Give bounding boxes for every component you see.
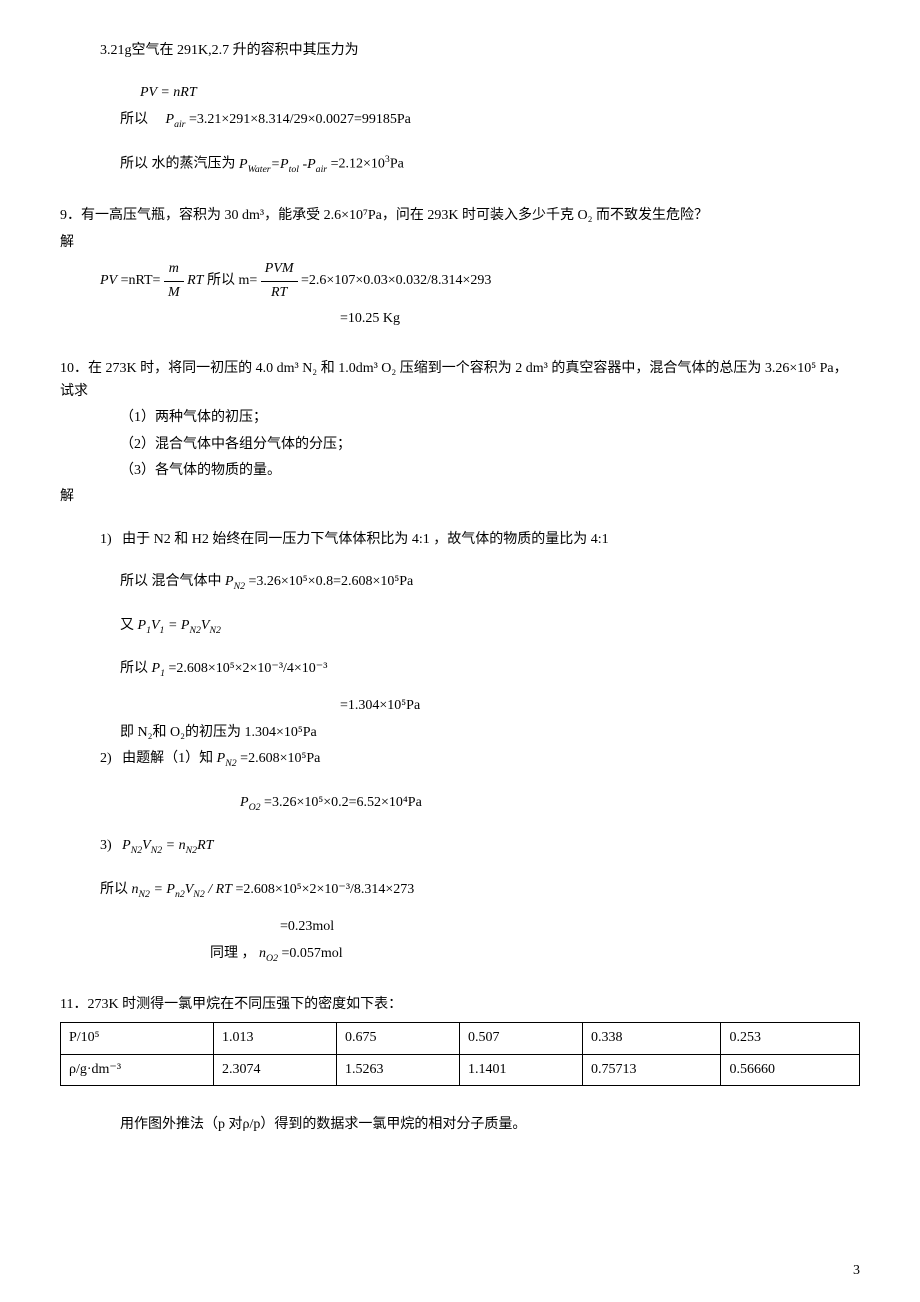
q9-result: =10.25 Kg <box>340 308 860 330</box>
unit: Pa <box>390 157 404 172</box>
table-cell: 0.507 <box>459 1023 582 1054</box>
q10-s1-mix: 所以 混合气体中 PN2 =3.26×10⁵×0.8=2.608×10⁵Pa <box>120 571 860 594</box>
table-cell: ρ/g·dm⁻³ <box>61 1054 214 1085</box>
table-cell: 0.253 <box>721 1023 860 1054</box>
eq-formula: P1V1 = PN2VN2 <box>138 618 221 633</box>
step-text: 由于 N2 和 H2 始终在同一压力下气体体积比为 4:1 ，故气体的物质的量比… <box>122 532 609 547</box>
q11-instruction: 用作图外推法（p 对ρ/p）得到的数据求一氯甲烷的相对分子质量。 <box>120 1114 860 1136</box>
density-table: P/10⁵ 1.013 0.675 0.507 0.338 0.253 ρ/g·… <box>60 1022 860 1086</box>
calc: =3.26×10⁵×0.2=6.52×10⁴Pa <box>264 795 422 810</box>
q10-s2-po2: PO2 =3.26×10⁵×0.2=6.52×10⁴Pa <box>240 792 860 815</box>
rt: RT <box>187 273 203 288</box>
q10-s1-conclusion: 即 N₂和 O₂的初压为 1.304×10⁵Pa <box>120 722 860 744</box>
q10-s1-p1: 所以 P1 =2.608×10⁵×2×10⁻³/4×10⁻³ <box>120 658 860 681</box>
solve-label: 解 <box>60 232 860 254</box>
line-water-vapor: 所以 水的蒸汽压为 PWater=Ptol -Pair =2.12×103Pa <box>120 152 860 177</box>
q10-s3-no2: 同理 ， nO2 =0.057mol <box>210 943 860 966</box>
formula-text: PV = nRT <box>140 85 197 100</box>
step-num: 3) <box>100 838 112 853</box>
prefix: 所以 <box>100 882 132 897</box>
pv-var: PV <box>100 273 117 288</box>
q10-sub3: （3）各气体的物质的量。 <box>120 460 860 482</box>
table-cell: 2.3074 <box>213 1054 336 1085</box>
step-num: 2) <box>100 751 112 766</box>
table-cell: 0.675 <box>336 1023 459 1054</box>
prefix: 所以 混合气体中 <box>120 574 225 589</box>
q10-step2: 2) 由题解（1）知 PN2 =2.608×10⁵Pa <box>100 748 860 771</box>
calc: =2.12×10 <box>331 157 385 172</box>
no2-var: nO2 <box>259 946 278 961</box>
step-num: 1) <box>100 532 112 547</box>
calc: =2.608×10⁵×2×10⁻³/8.314×273 <box>235 882 414 897</box>
prefix: 所以 水的蒸汽压为 <box>120 157 236 172</box>
page-number: 3 <box>853 1260 860 1282</box>
solve-label: 解 <box>60 486 860 508</box>
table-cell: P/10⁵ <box>61 1023 214 1054</box>
table-cell: 1.1401 <box>459 1054 582 1085</box>
intro-line: 3.21g空气在 291K,2.7 升的容积中其压力为 <box>100 40 860 62</box>
table-row: P/10⁵ 1.013 0.675 0.507 0.338 0.253 <box>61 1023 860 1054</box>
calc: =2.608×10⁵Pa <box>240 751 320 766</box>
p-air-var: Pair <box>166 112 186 127</box>
prefix: 所以 <box>120 112 148 127</box>
p-n2-var: PN2 <box>217 751 237 766</box>
formula-pv-nrt: PV = nRT <box>140 82 860 104</box>
p1-var: P1 <box>152 661 165 676</box>
prefix: 又 <box>120 618 138 633</box>
question-10: 10．在 273K 时，将同一初压的 4.0 dm³ N₂ 和 1.0dm³ O… <box>60 358 860 403</box>
p-water-var: PWater=Ptol -Pair <box>239 157 327 172</box>
line-pair: 所以 Pair =3.21×291×8.314/29×0.0027=99185P… <box>120 109 860 132</box>
calc: =2.608×10⁵×2×10⁻³/4×10⁻³ <box>168 661 327 676</box>
q10-s1-result: =1.304×10⁵Pa <box>340 695 860 717</box>
frac-pvm-rt: PVMRT <box>261 258 298 304</box>
prefix: 由题解（1）知 <box>122 751 217 766</box>
q10-step3: 3) PN2VN2 = nN2RT <box>100 835 860 858</box>
calc: =0.057mol <box>281 946 342 961</box>
eq: =nRT= <box>117 273 160 288</box>
mid: 所以 m= <box>207 273 257 288</box>
q10-s1-eq: 又 P1V1 = PN2VN2 <box>120 615 860 638</box>
eq-formula: PN2VN2 = nN2RT <box>122 838 213 853</box>
table-cell: 0.75713 <box>582 1054 721 1085</box>
nn2-formula: nN2 = Pn2VN2 / RT <box>132 882 232 897</box>
q10-s3-nN2: 所以 nN2 = Pn2VN2 / RT =2.608×10⁵×2×10⁻³/8… <box>100 879 860 902</box>
prefix: 所以 <box>120 661 152 676</box>
table-cell: 1.013 <box>213 1023 336 1054</box>
prefix: 同理 ， <box>210 946 256 961</box>
q9-formula-line: PV =nRT= mM RT 所以 m= PVMRT =2.6×107×0.03… <box>100 258 860 304</box>
table-cell: 1.5263 <box>336 1054 459 1085</box>
p-n2-var: PN2 <box>225 574 245 589</box>
table-row: ρ/g·dm⁻³ 2.3074 1.5263 1.1401 0.75713 0.… <box>61 1054 860 1085</box>
frac-m-M: mM <box>164 258 184 304</box>
question-9: 9．有一高压气瓶，容积为 30 dm³，能承受 2.6×10⁷Pa，问在 293… <box>60 205 860 227</box>
q10-step1: 1) 由于 N2 和 H2 始终在同一压力下气体体积比为 4:1 ，故气体的物质… <box>100 529 860 551</box>
table-cell: 0.338 <box>582 1023 721 1054</box>
end: =2.6×107×0.03×0.032/8.314×293 <box>301 273 491 288</box>
q10-sub1: （1）两种气体的初压； <box>120 407 860 429</box>
q10-s3-result1: =0.23mol <box>280 916 860 938</box>
p-o2-var: PO2 <box>240 795 261 810</box>
q10-sub2: （2）混合气体中各组分气体的分压； <box>120 434 860 456</box>
calc: =3.21×291×8.314/29×0.0027=99185Pa <box>189 112 411 127</box>
question-11: 11．273K 时测得一氯甲烷在不同压强下的密度如下表： <box>60 994 860 1016</box>
calc: =3.26×10⁵×0.8=2.608×10⁵Pa <box>249 574 414 589</box>
table-cell: 0.56660 <box>721 1054 860 1085</box>
